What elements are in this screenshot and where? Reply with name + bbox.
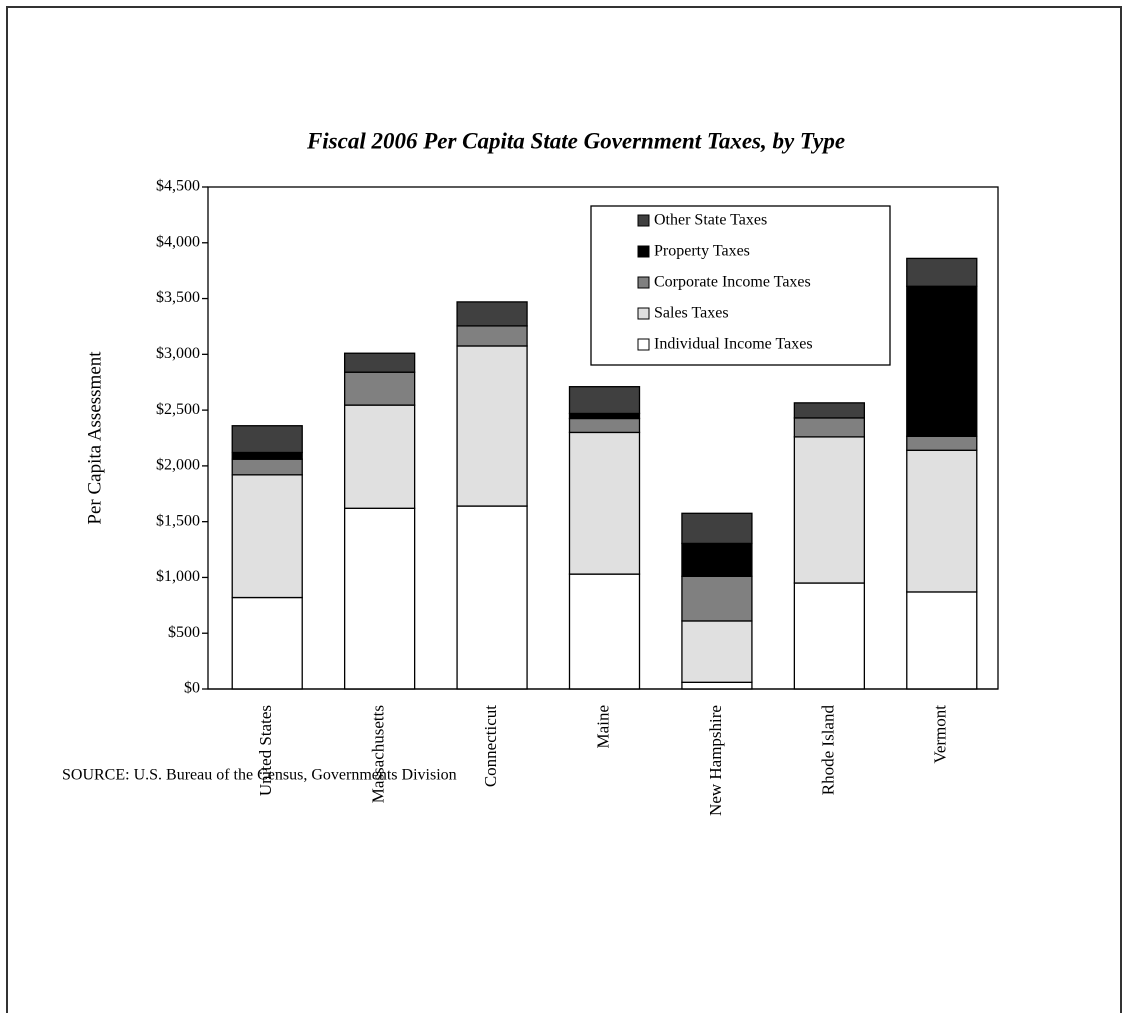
bar-segment bbox=[906, 449, 978, 593]
legend-label: Other State Taxes bbox=[654, 212, 767, 229]
bar-segment bbox=[568, 417, 641, 434]
bar-segment bbox=[906, 591, 978, 690]
page-frame bbox=[6, 6, 1122, 1013]
bar-segment bbox=[568, 431, 641, 575]
bar-segment bbox=[343, 371, 416, 406]
y-tick-label: $2,000 bbox=[156, 457, 200, 474]
bar-segment bbox=[343, 352, 416, 373]
x-tick-label: Maine bbox=[593, 705, 612, 748]
bar-segment bbox=[681, 575, 753, 622]
x-tick-label: Connecticut bbox=[481, 705, 500, 787]
bar-segment bbox=[568, 412, 641, 420]
legend-swatch bbox=[637, 214, 650, 227]
bar-segment bbox=[793, 402, 866, 419]
bar-segment bbox=[793, 417, 866, 438]
bar-segment bbox=[231, 425, 303, 454]
legend-swatch bbox=[637, 307, 650, 320]
legend-label: Property Taxes bbox=[654, 243, 750, 260]
bar-segment bbox=[568, 386, 641, 415]
legend-label: Sales Taxes bbox=[654, 305, 729, 322]
legend-swatch bbox=[637, 276, 650, 289]
chart-title: Fiscal 2006 Per Capita State Government … bbox=[306, 128, 845, 153]
bar-segment bbox=[906, 435, 978, 451]
y-tick-label: $2,500 bbox=[156, 401, 200, 418]
bar-segment bbox=[681, 542, 753, 577]
y-axis-title: Per Capita Assessment bbox=[84, 351, 105, 525]
bar-segment bbox=[681, 512, 753, 545]
bar-segment bbox=[793, 582, 866, 690]
bar-segment bbox=[231, 451, 303, 460]
bar-segment bbox=[456, 345, 528, 507]
bar-segment bbox=[231, 458, 303, 476]
bar-segment bbox=[343, 404, 416, 509]
bar-segment bbox=[568, 573, 641, 690]
y-tick-label: $4,000 bbox=[156, 233, 200, 250]
bar-segment bbox=[456, 301, 528, 327]
x-tick-label: United States bbox=[256, 705, 275, 796]
bar-segment bbox=[343, 507, 416, 690]
legend-label: Corporate Income Taxes bbox=[654, 274, 811, 291]
bar-segment bbox=[906, 285, 978, 437]
y-tick-label: $3,500 bbox=[156, 289, 200, 306]
source-note: SOURCE: U.S. Bureau of the Census, Gover… bbox=[62, 767, 457, 784]
y-tick-label: $1,500 bbox=[156, 512, 200, 529]
legend-label: Individual Income Taxes bbox=[654, 336, 813, 353]
bar-segment bbox=[681, 620, 753, 683]
bar-segment bbox=[906, 257, 978, 287]
y-tick-label: $500 bbox=[168, 624, 200, 641]
x-tick-label: Rhode Island bbox=[818, 705, 837, 796]
bar-segment bbox=[231, 596, 303, 690]
x-tick-label: New Hampshire bbox=[706, 705, 725, 816]
y-tick-label: $3,000 bbox=[156, 345, 200, 362]
y-tick-label: $4,500 bbox=[156, 178, 200, 195]
bar-segment bbox=[456, 325, 528, 347]
y-tick-label: $1,000 bbox=[156, 568, 200, 585]
x-tick-label: Massachusetts bbox=[369, 705, 388, 803]
legend-swatch bbox=[637, 338, 650, 351]
y-tick-label: $0 bbox=[184, 680, 200, 697]
bar-segment bbox=[231, 474, 303, 599]
x-tick-label: Vermont bbox=[931, 705, 950, 764]
bar-segment bbox=[793, 436, 866, 584]
bar-segment bbox=[681, 681, 753, 690]
bar-segment bbox=[456, 505, 528, 690]
legend-swatch bbox=[637, 245, 650, 258]
